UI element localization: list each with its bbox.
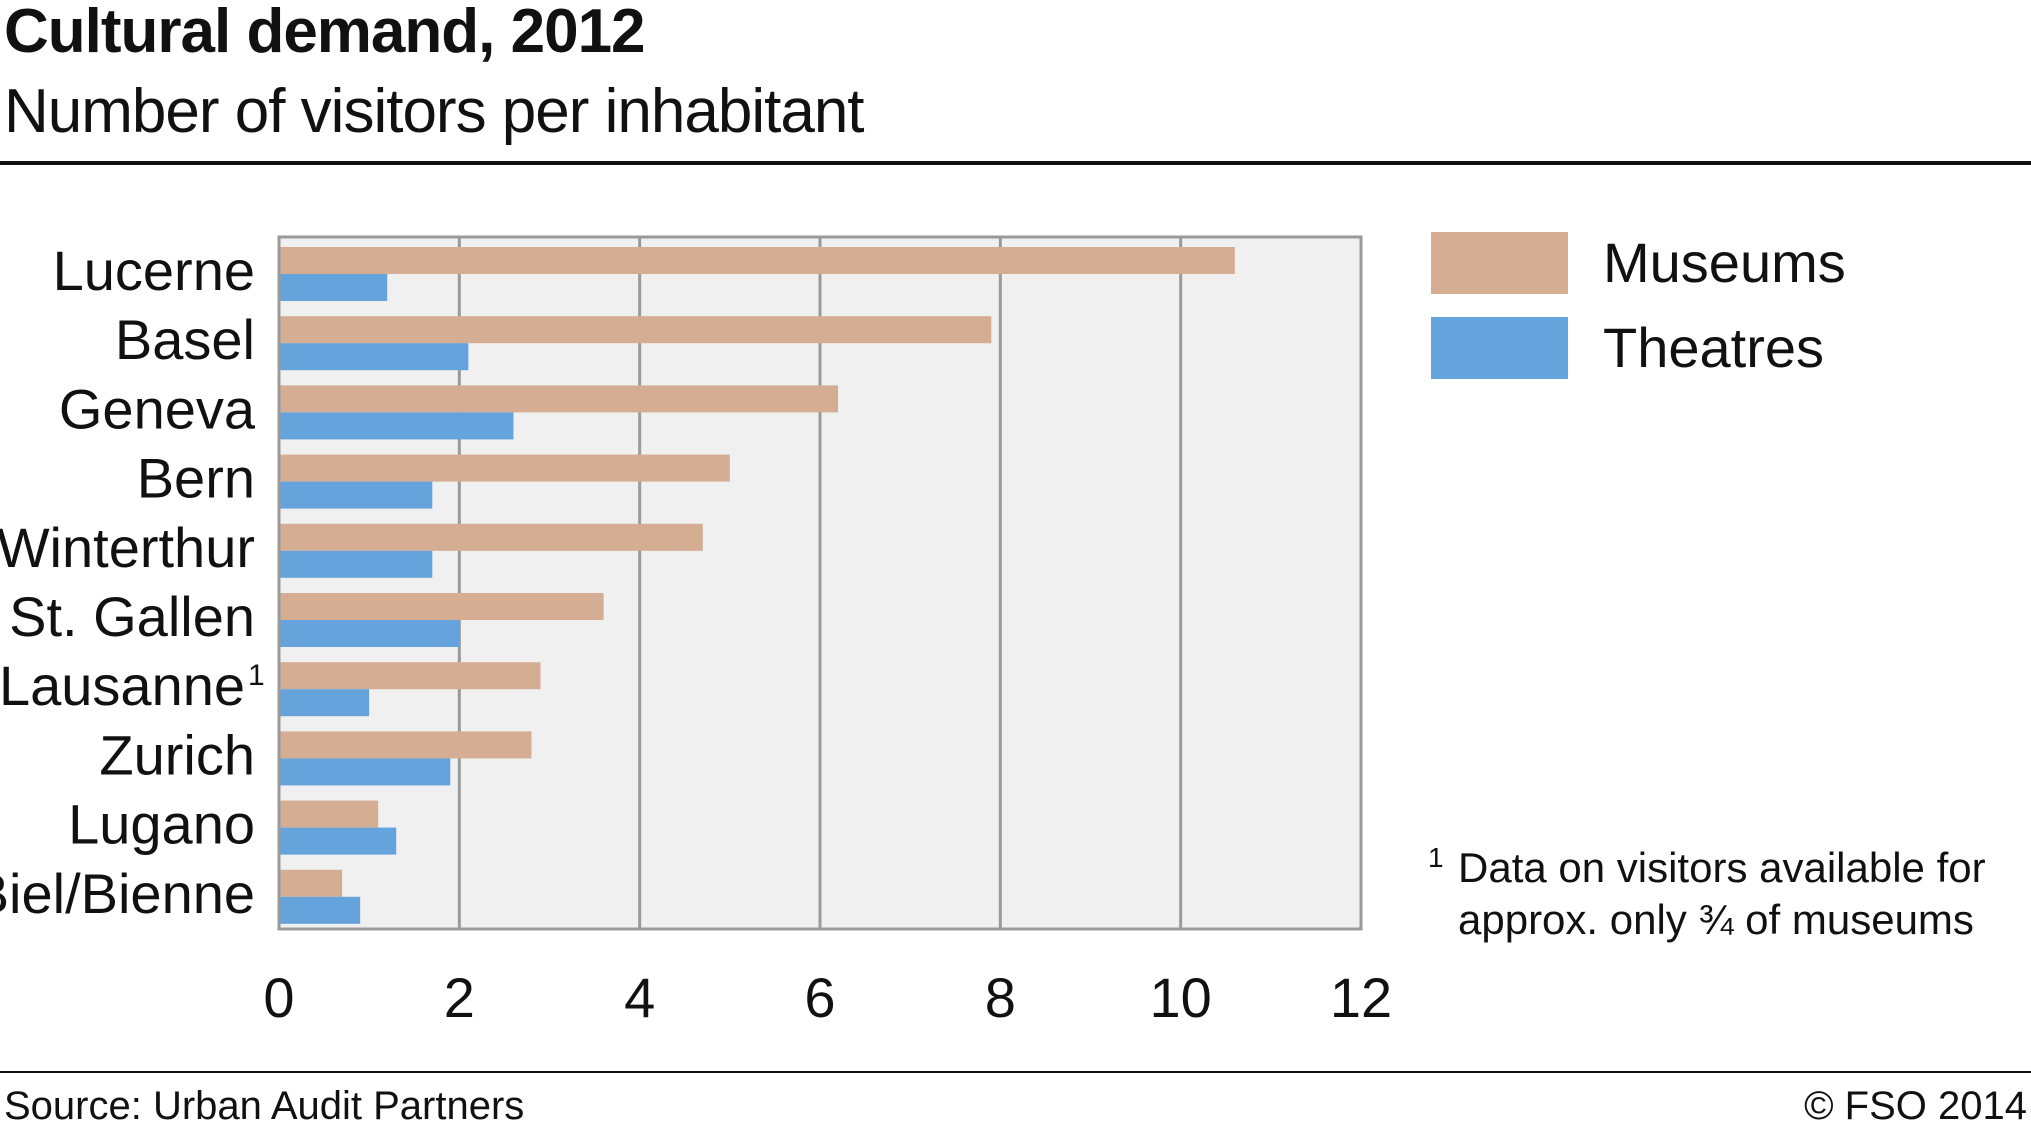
bar-theatres <box>279 827 397 855</box>
copyright-note: © FSO 2014 <box>1804 1084 2027 1128</box>
x-tick-label: 10 <box>1150 966 1212 1029</box>
header-rule <box>0 161 2031 165</box>
bar-theatres <box>279 758 451 786</box>
legend-swatch-theatres <box>1431 317 1568 379</box>
bar-museums <box>279 593 604 620</box>
category-footnote-mark: 1 <box>248 659 265 692</box>
legend-item-theatres: Theatres <box>1431 317 1991 379</box>
chart-subtitle: Number of visitors per inhabitant <box>4 77 865 146</box>
x-tick-label: 12 <box>1330 966 1392 1029</box>
chart-title: Cultural demand, 2012 <box>4 0 646 66</box>
bar-museums <box>279 800 379 828</box>
bar-theatres <box>279 343 469 371</box>
x-tick-label: 8 <box>985 966 1016 1029</box>
bar-museums <box>279 869 343 897</box>
legend-swatch-museums <box>1431 232 1568 294</box>
bar-museums <box>279 385 839 413</box>
category-label: Zurich <box>99 723 255 786</box>
footnote-line-2: approx. only ¾ of museums <box>1458 896 1974 943</box>
legend-label-theatres: Theatres <box>1603 316 1824 379</box>
bar-theatres <box>279 412 514 440</box>
bar-museums <box>279 523 703 551</box>
bar-museums <box>279 662 541 690</box>
category-label: Winterthur <box>0 516 255 579</box>
bar-theatres <box>279 550 433 578</box>
bar-museums <box>279 454 730 482</box>
bar-museums <box>279 731 532 759</box>
bar-theatres <box>279 896 361 924</box>
category-label: Bern <box>137 447 255 510</box>
bar-theatres <box>279 689 370 717</box>
category-label: Biel/Bienne <box>0 862 255 925</box>
category-label: Lucerne <box>53 239 255 302</box>
bar-museums <box>279 316 992 344</box>
plot-border <box>277 235 1363 931</box>
category-label: Lugano <box>68 793 255 856</box>
bar-theatres <box>279 274 388 301</box>
bar-theatres <box>279 620 460 647</box>
legend-item-museums: Museums <box>1431 232 1991 294</box>
source-note: Source: Urban Audit Partners <box>4 1084 525 1128</box>
footnote-mark: 1 <box>1428 842 1444 873</box>
legend-label-museums: Museums <box>1603 231 1846 294</box>
category-label: St. Gallen <box>9 585 255 648</box>
footnote-line-1: Data on visitors available for <box>1458 844 1986 891</box>
category-label: Geneva <box>59 377 256 440</box>
category-label: Lausanne <box>0 654 245 717</box>
category-label: Basel <box>115 308 255 371</box>
x-tick-label: 0 <box>263 966 294 1029</box>
x-tick-label: 2 <box>444 966 475 1029</box>
bar-museums <box>279 247 1235 274</box>
footer-rule <box>0 1071 2031 1073</box>
bar-theatres <box>279 481 433 509</box>
x-tick-label: 4 <box>624 966 655 1029</box>
x-tick-label: 6 <box>804 966 835 1029</box>
